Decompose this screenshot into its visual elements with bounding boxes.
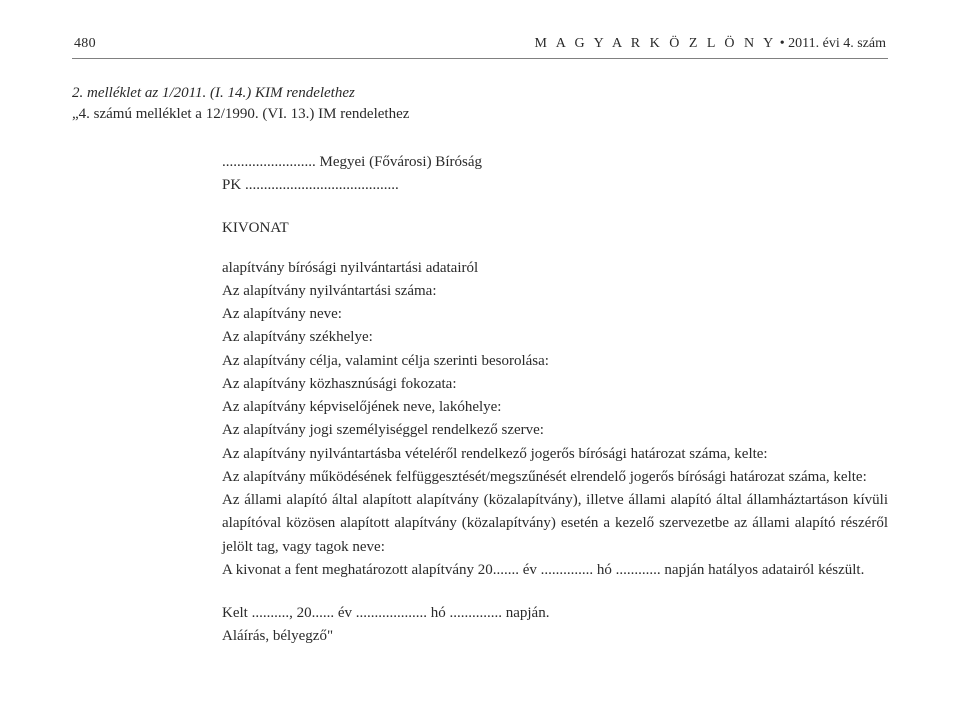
body-line: Az alapítvány nyilvántartási száma: — [222, 280, 888, 303]
body-line: Az alapítvány székhelye: — [222, 326, 888, 349]
extract-title: KIVONAT — [222, 220, 888, 237]
attachment-heading-2: „4. számú melléklet a 12/1990. (VI. 13.)… — [72, 106, 888, 123]
body-line: Az alapítvány célja, valamint célja szer… — [222, 350, 888, 373]
authority-line-2: PK .....................................… — [222, 174, 888, 197]
authority-line-1: ......................... Megyei (Főváro… — [222, 151, 888, 174]
attachment-heading-1: 2. melléklet az 1/2011. (I. 14.) KIM ren… — [72, 85, 888, 102]
body-line: Az alapítvány működésének felfüggesztésé… — [222, 466, 888, 489]
body-block: alapítvány bírósági nyilvántartási adata… — [222, 257, 888, 583]
body-line: Az állami alapító által alapított alapít… — [222, 489, 888, 559]
body-line: Az alapítvány képviselőjének neve, lakóh… — [222, 396, 888, 419]
body-line: A kivonat a fent meghatározott alapítván… — [222, 559, 888, 582]
dots-leader: ........................................… — [245, 177, 399, 193]
body-line: alapítvány bírósági nyilvántartási adata… — [222, 257, 888, 280]
closing-block: Kelt .........., 20...... év ...........… — [222, 602, 888, 649]
journal-issue: • 2011. évi 4. szám — [776, 36, 886, 51]
body-line: Az alapítvány neve: — [222, 303, 888, 326]
journal-title: M A G Y A R K Ö Z L Ö N Y — [535, 36, 777, 51]
journal-title-block: M A G Y A R K Ö Z L Ö N Y • 2011. évi 4.… — [535, 36, 886, 52]
dots-leader: ......................... — [222, 154, 316, 170]
pk-label: PK — [222, 177, 245, 193]
page-header: 480 M A G Y A R K Ö Z L Ö N Y • 2011. év… — [72, 36, 888, 52]
body-line: Az alapítvány közhasznúsági fokozata: — [222, 373, 888, 396]
header-rule — [72, 58, 888, 59]
closing-date: Kelt .........., 20...... év ...........… — [222, 602, 888, 625]
page-number: 480 — [74, 36, 96, 52]
body-line: Az alapítvány jogi személyiséggel rendel… — [222, 419, 888, 442]
court-label: Megyei (Fővárosi) Bíróság — [316, 154, 482, 170]
closing-signature: Aláírás, bélyegző" — [222, 625, 888, 648]
authority-block: ......................... Megyei (Főváro… — [222, 151, 888, 198]
body-line: Az alapítvány nyilvántartásba vételéről … — [222, 443, 888, 466]
